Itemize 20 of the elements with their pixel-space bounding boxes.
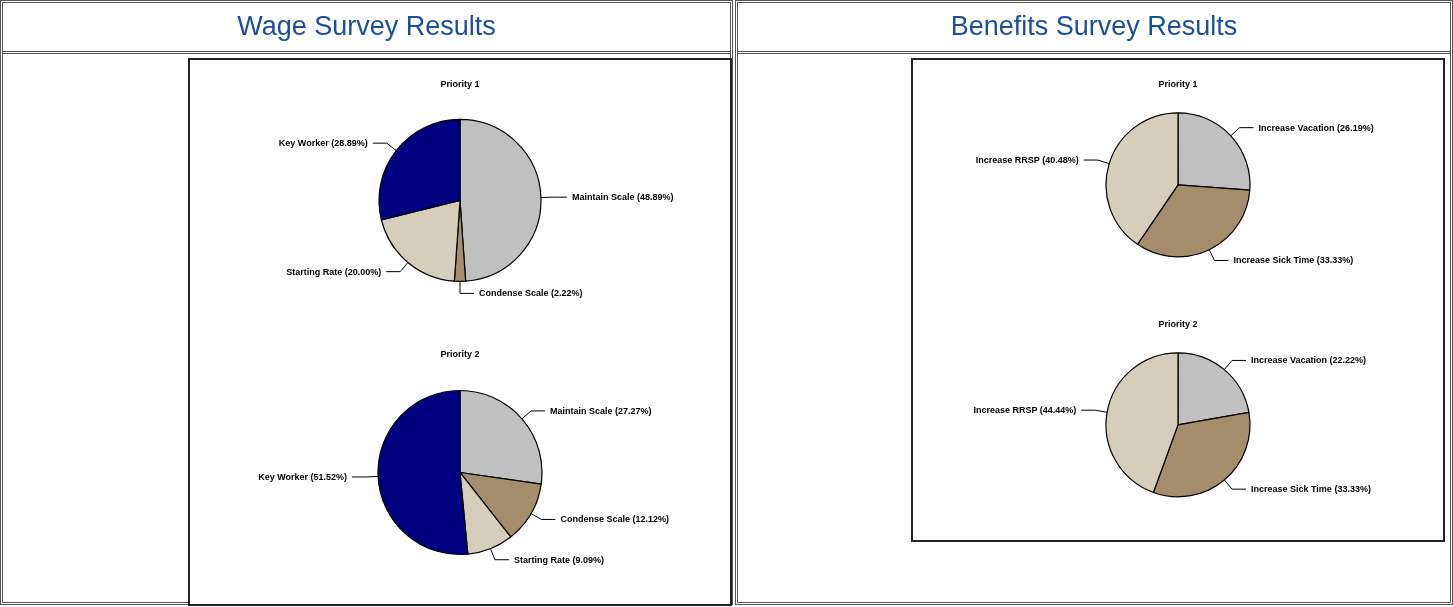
slice-label: Starting Rate (9.09%) (513, 554, 604, 565)
chart-subtitle: Priority 2 (440, 348, 480, 359)
slice-label: Maintain Scale (27.27%) (550, 405, 652, 416)
chart-title: Benefits Survey Results (738, 3, 1450, 54)
slice-label: Key Worker (51.52%) (258, 471, 348, 482)
slice-label: Increase Vacation (22.22%) (1250, 355, 1367, 366)
slice-label: Increase Sick Time (33.33%) (1233, 255, 1354, 266)
slice-label: Increase RRSP (44.44%) (973, 405, 1077, 416)
chart-subtitle: Priority 2 (1158, 318, 1198, 329)
slice-label: Increase Sick Time (33.33%) (1250, 484, 1371, 495)
slice-label: Key Worker (28.89%) (278, 138, 368, 149)
slice-label: Increase RRSP (40.48%) (975, 155, 1079, 166)
slice-label: Maintain Scale (48.89%) (571, 192, 674, 203)
chart-title: Wage Survey Results (3, 3, 730, 54)
slice-label: Condense Scale (2.22%) (479, 288, 583, 299)
slice-label: Condense Scale (12.12%) (560, 514, 669, 525)
chart-subtitle: Priority 1 (440, 78, 480, 89)
slice-label: Starting Rate (20.00%) (286, 266, 382, 277)
chart-subtitle: Priority 1 (1158, 78, 1198, 89)
slice-label: Increase Vacation (26.19%) (1258, 122, 1374, 133)
